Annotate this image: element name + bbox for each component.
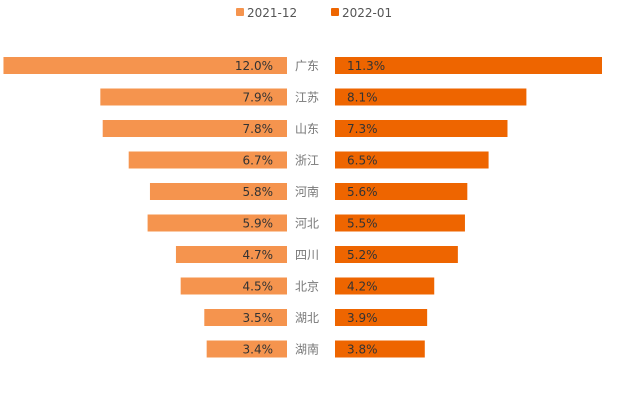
category-label-4: 河南 (295, 184, 319, 199)
bar-2021-12-6 (175, 246, 287, 263)
value-label-2021-12-6: 4.7% (243, 248, 274, 262)
value-label-2022-01-1: 8.1% (347, 91, 378, 105)
bar-2022-01-6 (335, 246, 458, 263)
category-label-0: 广东 (295, 59, 319, 73)
bar-2022-01-2 (335, 120, 508, 137)
value-label-2021-12-9: 3.4% (243, 343, 274, 357)
category-label-6: 四川 (295, 248, 319, 262)
bar-2021-12-0 (3, 57, 288, 74)
bar-2022-01-1 (335, 88, 527, 106)
value-label-2021-12-4: 5.8% (243, 185, 274, 199)
legend-item-2021-12[interactable]: 2021-12 (236, 6, 297, 20)
legend-item-2022-01[interactable]: 2022-01 (331, 6, 392, 20)
category-label-2: 山东 (295, 122, 319, 136)
value-label-2022-01-4: 5.6% (347, 185, 378, 199)
value-label-2022-01-6: 5.2% (347, 248, 378, 262)
category-label-5: 河北 (295, 217, 319, 231)
bar-2022-01-5 (335, 214, 465, 232)
value-label-2021-12-8: 3.5% (243, 311, 274, 325)
category-label-9: 湖南 (295, 342, 319, 357)
series-2021-12-bars: 12.0% 7.9% 7.8% 6.7% 5.8% 5.9% 4.7% 4.5% 3.5% 3.4… (3, 57, 288, 358)
value-label-2022-01-8: 3.9% (347, 311, 378, 325)
bar-2021-12-1 (100, 88, 288, 106)
value-label-2022-01-7: 4.2% (347, 280, 378, 294)
bar-2022-01-3 (335, 151, 489, 169)
legend-label: 2021-12 (247, 6, 297, 20)
value-label-2022-01-3: 6.5% (347, 154, 378, 168)
category-label-8: 湖北 (295, 310, 319, 325)
bar-2021-12-3 (128, 151, 287, 169)
bar-2021-12-4 (149, 183, 287, 200)
bar-2022-01-0 (335, 57, 602, 74)
legend-swatch (236, 8, 244, 16)
bar-2022-01-8 (335, 309, 428, 326)
value-label-2021-12-2: 7.8% (243, 122, 274, 136)
value-label-2021-12-0: 12.0% (235, 59, 273, 73)
bar-2021-12-7 (180, 277, 287, 295)
value-label-2022-01-0: 11.3% (347, 59, 385, 73)
value-label-2022-01-9: 3.8% (347, 343, 378, 357)
bar-2022-01-7 (335, 277, 435, 295)
value-label-2021-12-7: 4.5% (243, 280, 274, 294)
bar-2022-01-9 (335, 340, 425, 358)
bar-2021-12-2 (102, 120, 287, 137)
legend-label: 2022-01 (342, 6, 392, 20)
value-label-2021-12-3: 6.7% (243, 154, 274, 168)
legend-swatch (331, 8, 339, 16)
category-label-7: 北京 (295, 280, 319, 294)
bar-2021-12-9 (206, 340, 287, 358)
value-label-2022-01-2: 7.3% (347, 122, 378, 136)
bar-2022-01-4 (335, 183, 468, 200)
category-label-3: 浙江 (295, 154, 319, 168)
series-2022-01-bars: 11.3% 8.1% 7.3% 6.5% 5.6% 5.5% 5.2% 4.2% 3.9% 3.8… (335, 57, 602, 358)
value-label-2021-12-5: 5.9% (243, 217, 274, 231)
value-label-2022-01-5: 5.5% (347, 217, 378, 231)
chart-legend: 2021-12 2022-01 (236, 6, 392, 20)
bar-2021-12-8 (204, 309, 287, 326)
category-label-1: 江苏 (295, 91, 319, 105)
bar-2021-12-5 (147, 214, 287, 232)
value-label-2021-12-1: 7.9% (243, 91, 274, 105)
